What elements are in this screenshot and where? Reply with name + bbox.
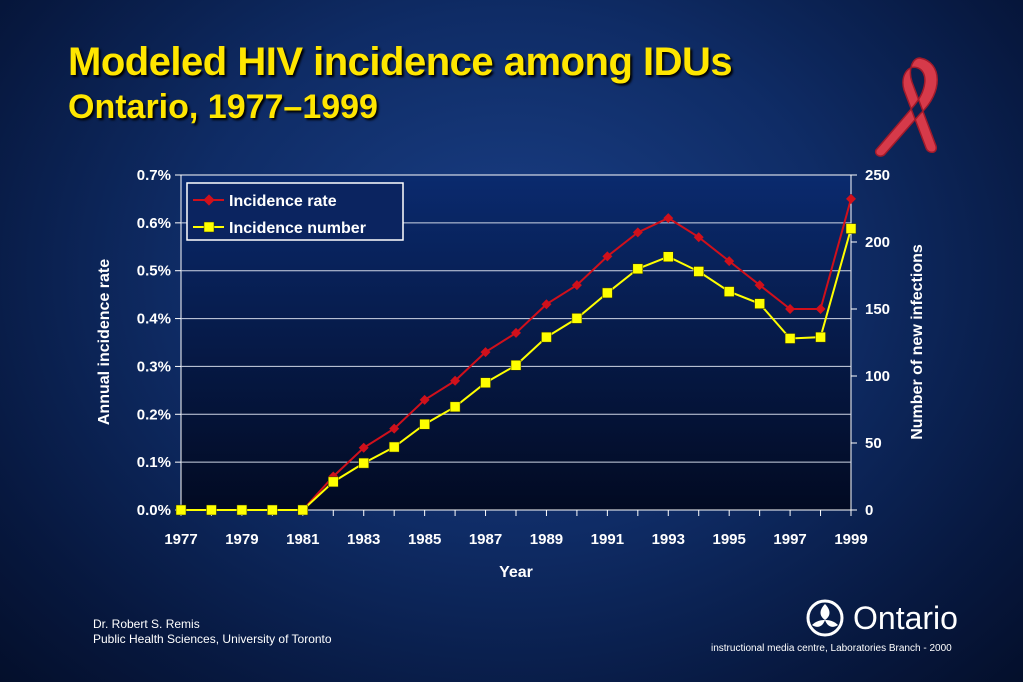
x-tick-label: 1987	[469, 531, 502, 548]
x-tick-label: 1997	[773, 531, 806, 548]
y-tick-label: 0.2%	[137, 406, 171, 423]
rate-point	[602, 251, 613, 262]
number-point	[267, 504, 278, 516]
x-tick-label: 1989	[530, 531, 563, 548]
rate-point	[693, 232, 704, 243]
rate-point	[358, 442, 369, 453]
number-point	[480, 377, 491, 388]
y-tick-label: 0.5%	[137, 263, 171, 280]
y-tick-label: 0.6%	[137, 215, 171, 232]
number-point	[845, 223, 857, 234]
number-point	[784, 333, 796, 344]
y-tick-label: 0.3%	[137, 358, 171, 375]
number-point	[571, 313, 583, 324]
y-tick-label: 0.0%	[137, 502, 171, 519]
rate-point	[846, 193, 856, 204]
legend-box	[186, 182, 404, 241]
production-credit: instructional media centre, Laboratories…	[711, 643, 952, 654]
y2-tick-label: 200	[865, 234, 890, 251]
red-ribbon-icon	[874, 57, 938, 157]
x-tick-label: 1983	[347, 531, 380, 548]
rate-point	[389, 423, 400, 434]
y2-tick-label: 250	[865, 167, 890, 184]
y-tick-label: 0.7%	[137, 167, 171, 184]
legend-rate-marker	[203, 194, 215, 206]
ontario-wordmark: Ontario	[853, 600, 958, 636]
number-point	[602, 287, 613, 299]
y-tick-label: 0.4%	[137, 311, 171, 328]
credits-block: Dr. Robert S. Remis Public Health Scienc…	[93, 617, 332, 647]
author-affiliation: Public Health Sciences, University of To…	[93, 632, 332, 646]
legend-number-label: Incidence number	[229, 220, 366, 237]
right-axis: 0 50 100 150 200 250	[851, 167, 890, 519]
number-point	[693, 266, 704, 277]
left-axis: 0.0% 0.1% 0.2% 0.3% 0.4% 0.5% 0.6% 0.7%	[137, 167, 181, 519]
rate-point	[480, 347, 491, 358]
rate-point	[511, 327, 521, 338]
number-point	[510, 360, 522, 371]
number-point	[297, 504, 309, 516]
y-tick-label: 0.1%	[137, 454, 171, 471]
number-point	[754, 298, 765, 309]
number-point	[815, 331, 826, 343]
number-point	[175, 504, 187, 516]
number-point	[358, 457, 369, 469]
series-layer	[175, 193, 857, 516]
rate-point	[450, 375, 461, 386]
y-axis-label: Annual incidence rate	[96, 259, 113, 425]
number-point	[206, 504, 217, 516]
ontario-trillium-logo-icon	[806, 599, 844, 637]
rate-point	[754, 280, 765, 291]
y2-tick-label: 100	[865, 368, 890, 385]
legend-rate-label: Incidence rate	[229, 193, 337, 210]
rate-point	[571, 280, 582, 291]
slide-subtitle: Ontario, 1977–1999	[68, 88, 378, 126]
author-name: Dr. Robert S. Remis	[93, 617, 200, 631]
gridlines	[181, 222, 851, 463]
x-tick-label: 1985	[408, 531, 441, 548]
y2-tick-label: 50	[865, 435, 882, 452]
chart: 0.0% 0.1% 0.2% 0.3% 0.4% 0.5% 0.6% 0.7% 0 50 100 1…	[96, 167, 926, 581]
rate-point	[419, 394, 430, 405]
x-tick-label: 1977	[164, 531, 197, 548]
legend-number-marker	[203, 221, 215, 233]
x-tick-label: 1993	[652, 531, 685, 548]
rate-point	[815, 304, 826, 314]
x-axis: 1977 1979 1981 1983 1985 1987 1989 1991 1993 1995…	[164, 510, 868, 548]
y2-tick-label: 150	[865, 301, 890, 318]
number-point	[449, 401, 461, 413]
rate-point	[541, 299, 552, 310]
rate-point	[724, 256, 735, 267]
x-axis-label: Year	[499, 564, 533, 581]
number-point	[723, 286, 735, 297]
number-point	[541, 331, 552, 343]
x-tick-label: 1995	[712, 531, 745, 548]
y2-axis-label: Number of new infections	[909, 244, 926, 440]
x-tick-label: 1991	[591, 531, 624, 548]
number-point	[419, 418, 430, 430]
legend: Incidence rate Incidence number	[186, 182, 404, 241]
number-point	[632, 263, 644, 275]
number-point	[388, 441, 400, 453]
rate-point	[632, 227, 643, 238]
plot-area	[180, 174, 852, 511]
y2-tick-label: 0	[865, 502, 873, 519]
x-tick-label: 1999	[834, 531, 867, 548]
x-tick-label: 1979	[225, 531, 258, 548]
number-point	[236, 504, 248, 516]
x-tick-label: 1981	[286, 531, 319, 548]
slide-title: Modeled HIV incidence among IDUs	[68, 40, 733, 84]
rate-point	[663, 213, 674, 224]
rate-point	[785, 304, 796, 314]
number-point	[663, 251, 674, 262]
number-point	[328, 476, 339, 488]
